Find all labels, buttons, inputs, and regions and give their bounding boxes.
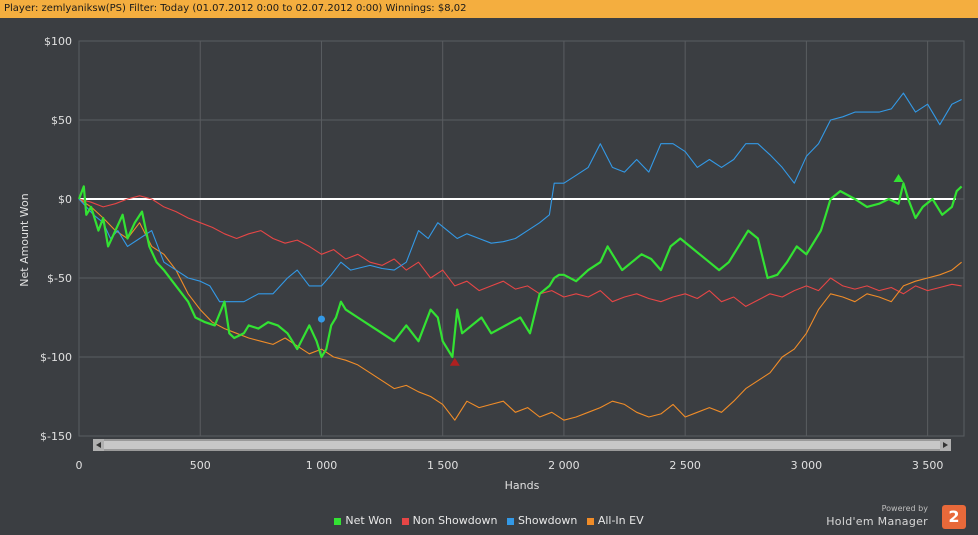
holdem-manager-branding: Powered by Hold'em Manager 2 [826,504,966,532]
x-axis-label: Hands [505,479,540,492]
chart-series [77,92,963,421]
y-tick-label: $-150 [40,430,72,443]
legend-label: Net Won [345,514,393,527]
chart-gridlines [78,40,965,437]
y-tick-label: $-50 [47,272,72,285]
x-tick-label: 2 500 [669,459,701,472]
x-tick-label: 1 500 [427,459,459,472]
legend-item-showdown: Showdown [506,514,578,527]
scroll-right-arrow-icon[interactable] [940,439,951,451]
x-tick-label: 1 000 [306,459,338,472]
y-axis-tick-labels: $100 $50 $0 $-50 $-100 $-150 [40,35,72,443]
legend-swatch-icon [586,517,594,525]
x-tick-label: 500 [190,459,211,472]
series-line-non-showdown [78,195,962,307]
marker-triangle-icon [449,357,460,366]
y-axis-label: Net Amount Won [18,193,31,286]
x-tick-label: 3 000 [791,459,823,472]
x-tick-label: 0 [76,459,83,472]
legend-swatch-icon [401,517,409,525]
y-tick-label: $-100 [40,351,72,364]
scrollbar-thumb[interactable] [104,441,940,449]
chart-background [0,18,978,514]
scroll-left-arrow-icon[interactable] [93,439,104,451]
legend-label: All-In EV [597,514,644,527]
legend-item-non-showdown: Non Showdown [401,514,498,527]
horizontal-scrollbar[interactable] [93,439,951,451]
legend-item-all-in-ev: All-In EV [586,514,644,527]
x-tick-label: 2 000 [548,459,580,472]
legend-swatch-icon [334,517,342,525]
marker-arrow-up-icon [893,174,904,183]
powered-by-text: Powered by [881,504,928,513]
x-tick-label: 3 500 [912,459,944,472]
legend-label: Non Showdown [412,514,498,527]
legend-swatch-icon [506,517,514,525]
series-line-net-won [77,182,963,359]
series-line-showdown [78,92,962,303]
winnings-line-chart: $100 $50 $0 $-50 $-100 $-150 0 500 1 000 1 500 2 … [0,18,978,514]
hm2-logo-icon: 2 [942,505,966,529]
y-tick-label: $100 [44,35,72,48]
chart-legend: Net Won Non Showdown Showdown All-In EV [0,514,978,527]
legend-item-net-won: Net Won [334,514,392,527]
marker-circle-icon [317,315,325,323]
y-tick-label: $50 [51,114,72,127]
x-axis-tick-labels: 0 500 1 000 1 500 2 000 2 500 3 000 3 500 [76,459,944,472]
y-tick-label: $0 [58,193,72,206]
legend-label: Showdown [517,514,578,527]
series-line-all-in-ev [78,198,962,421]
chart-markers [317,174,904,366]
player-filter-header: Player: zemlyaniksw(PS) Filter: Today (0… [0,0,978,18]
brand-name: Hold'em Manager [826,515,928,528]
